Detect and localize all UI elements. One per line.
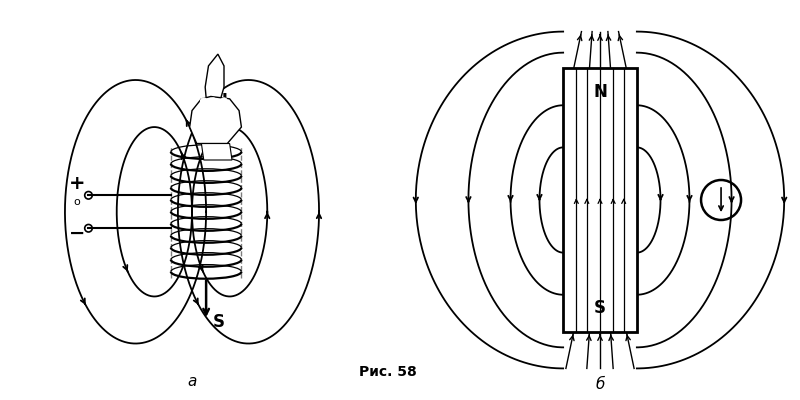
Bar	[563, 68, 637, 332]
Text: N: N	[593, 83, 607, 101]
Polygon shape	[205, 54, 224, 108]
Circle shape	[221, 98, 227, 104]
Polygon shape	[190, 96, 242, 144]
Circle shape	[201, 98, 207, 104]
Polygon shape	[202, 144, 232, 160]
Text: +: +	[69, 174, 85, 193]
Text: S: S	[213, 313, 225, 331]
Text: б: б	[595, 377, 605, 392]
Text: Рис. 58: Рис. 58	[359, 365, 417, 379]
Text: o: o	[74, 197, 80, 207]
Text: −: −	[69, 224, 85, 242]
Text: S: S	[594, 299, 606, 317]
Text: N: N	[213, 92, 227, 110]
Text: а: а	[187, 374, 197, 389]
Circle shape	[210, 98, 217, 104]
